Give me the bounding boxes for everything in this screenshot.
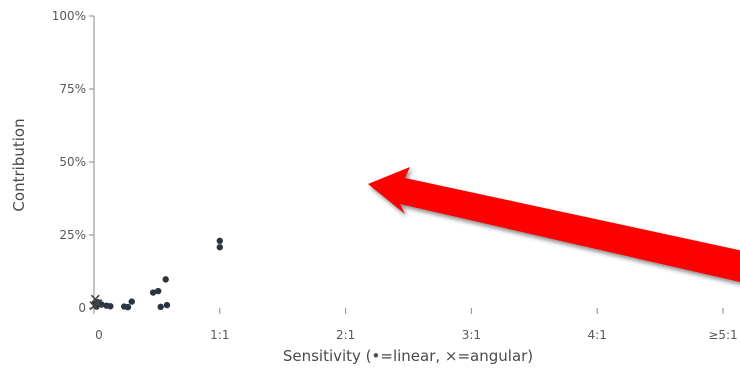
data-point-linear (162, 276, 169, 283)
plot-area: 0 25% 50% 75% 100% 0 1:1 2:1 3:1 4:1 ≥5:1 Sensitivi… (10, 9, 738, 365)
x-tick-label: 0 (95, 328, 103, 342)
data-point-linear (154, 287, 162, 295)
data-point-linear (124, 303, 132, 311)
data-point-linear (128, 298, 135, 305)
y-tick-label: 100% (52, 9, 86, 23)
data-point-angular (90, 294, 100, 304)
x-tick-label: ≥5:1 (708, 328, 737, 342)
y-tick-label: 25% (59, 228, 86, 242)
data-point-linear (216, 237, 223, 245)
x-tick-label: 3:1 (462, 328, 481, 342)
data-point-linear (216, 244, 223, 251)
red-arrow (368, 167, 740, 282)
y-tick-label: 0 (78, 301, 86, 315)
y-axis-title: Contribution (10, 118, 28, 211)
y-tick-label: 50% (59, 155, 86, 169)
data-point-linear (149, 289, 157, 296)
data-point-linear (163, 301, 171, 309)
data-point-linear (157, 303, 164, 311)
red-arrow-annotation (368, 167, 740, 282)
chart-marks (89, 237, 223, 311)
data-point-linear (107, 303, 114, 310)
x-axis-title: Sensitivity (•=linear, ×=angular) (283, 347, 533, 365)
y-tick-label: 75% (59, 82, 86, 96)
x-tick-label: 2:1 (336, 328, 355, 342)
x-tick-label: 4:1 (588, 328, 607, 342)
data-point-angular (93, 299, 103, 309)
x-tick-label: 1:1 (210, 328, 229, 342)
